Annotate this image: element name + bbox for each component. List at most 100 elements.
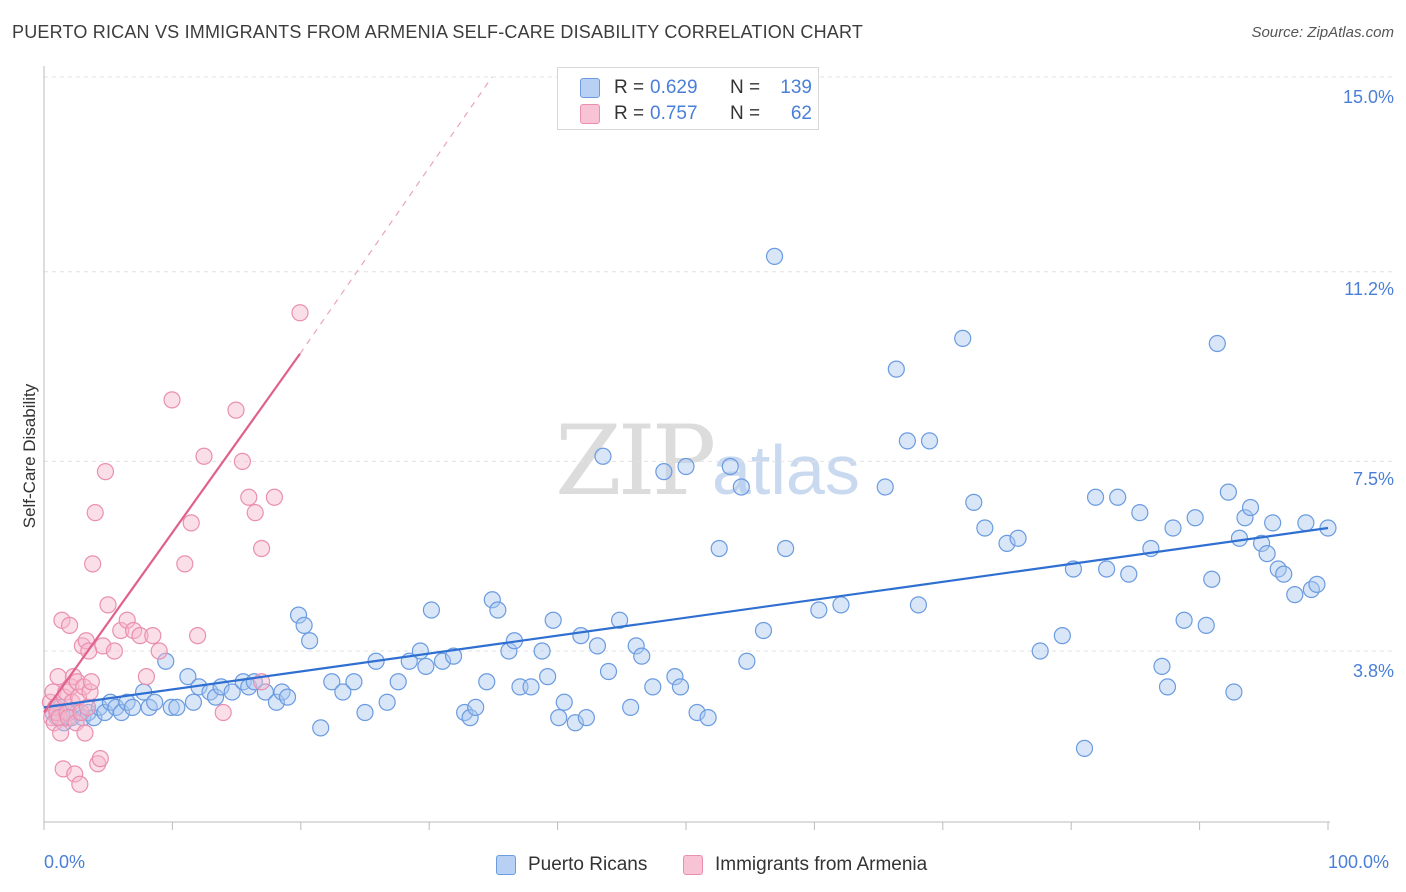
armenia-trend-extension xyxy=(299,76,493,355)
puerto-rican-point-58 xyxy=(483,591,501,609)
x-tick-label-max: 100.0% xyxy=(1328,852,1390,872)
n-label: N = xyxy=(730,77,761,98)
puerto-rican-point-37 xyxy=(289,606,308,624)
puerto-rican-point-75 xyxy=(610,611,629,629)
n-value: 62 xyxy=(790,103,812,124)
r-value: 0.629 xyxy=(650,77,698,98)
puerto-rican-point-100 xyxy=(954,329,972,347)
armenia-point-41 xyxy=(112,621,130,640)
puerto-rican-point-113 xyxy=(1131,504,1149,522)
y-tick-label-11-2: 11.2% xyxy=(1344,279,1394,299)
y-tick-label-7-5: 7.5% xyxy=(1352,469,1394,489)
puerto-rican-point-64 xyxy=(533,642,551,660)
armenia-point-40 xyxy=(105,642,124,660)
puerto-rican-point-57 xyxy=(478,673,496,691)
puerto-rican-point-19 xyxy=(146,693,164,711)
puerto-rican-point-33 xyxy=(256,683,274,701)
armenia-point-52 xyxy=(195,447,213,465)
puerto-rican-point-89 xyxy=(738,652,756,670)
puerto-rican-point-34 xyxy=(267,693,286,711)
puerto-rican-point-124 xyxy=(1225,683,1243,701)
armenia-point-57 xyxy=(253,539,271,558)
puerto-rican-point-70 xyxy=(572,627,590,645)
puerto-rican-point-16 xyxy=(123,698,142,716)
armenia-point-34 xyxy=(86,504,104,522)
puerto-rican-point-88 xyxy=(732,478,750,496)
puerto-rican-point-129 xyxy=(1258,545,1276,563)
correlation-legend: R = 0.629 N = 139 R = 0.757 N = 62 xyxy=(557,67,819,130)
puerto-rican-point-127 xyxy=(1241,498,1260,517)
puerto-rican-point-92 xyxy=(777,539,795,558)
y-tick-label-3-8: 3.8% xyxy=(1352,661,1394,681)
armenia-point-27 xyxy=(76,724,94,742)
puerto-rican-point-9 xyxy=(85,709,103,727)
puerto-rican-point-125 xyxy=(1230,529,1249,547)
puerto-rican-point-40 xyxy=(312,719,330,737)
armenia-point-33 xyxy=(84,555,102,573)
puerto-rican-point-86 xyxy=(710,539,728,558)
armenia-point-61 xyxy=(214,703,232,722)
puerto-rican-point-46 xyxy=(378,693,396,711)
puerto-rican-point-72 xyxy=(588,637,607,655)
legend-row-puerto-ricans: R = 0.629 N = 139 xyxy=(580,76,812,100)
puerto-rican-point-83 xyxy=(677,457,695,476)
puerto-rican-point-39 xyxy=(301,632,319,650)
puerto-rican-point-94 xyxy=(832,596,850,614)
pink-swatch xyxy=(580,104,600,124)
puerto-rican-point-110 xyxy=(1098,560,1116,578)
armenia-point-8 xyxy=(52,724,70,742)
armenia-point-48 xyxy=(163,391,181,409)
armenia-point-19 xyxy=(66,765,84,783)
puerto-rican-point-93 xyxy=(810,601,828,619)
puerto-rican-point-21 xyxy=(162,698,180,716)
puerto-rican-point-112 xyxy=(1120,565,1138,583)
puerto-rican-point-123 xyxy=(1219,483,1237,501)
puerto-rican-point-98 xyxy=(909,596,928,614)
puerto-rican-point-11 xyxy=(96,703,114,722)
puerto-rican-point-38 xyxy=(295,616,313,634)
pink-swatch xyxy=(683,855,703,875)
puerto-rican-point-29 xyxy=(223,683,241,701)
armenia-point-39 xyxy=(99,596,117,614)
puerto-rican-point-41 xyxy=(323,673,341,691)
armenia-point-36 xyxy=(91,750,109,768)
n-label: N = xyxy=(730,103,761,124)
legend-label: Immigrants from Armenia xyxy=(715,854,928,875)
legend-label: Puerto Ricans xyxy=(528,854,648,875)
puerto-rican-point-23 xyxy=(179,668,197,686)
puerto-rican-point-108 xyxy=(1075,739,1094,757)
puerto-rican-point-128 xyxy=(1252,534,1271,552)
armenia-point-53 xyxy=(227,401,245,419)
puerto-rican-point-53 xyxy=(444,647,463,665)
armenia-point-47 xyxy=(150,642,168,660)
puerto-rican-point-76 xyxy=(622,698,640,716)
armenia-point-45 xyxy=(137,668,155,686)
puerto-rican-point-87 xyxy=(721,457,739,476)
puerto-rican-point-79 xyxy=(644,678,662,696)
legend-item-puerto-ricans: Puerto Ricans xyxy=(496,852,647,878)
puerto-rican-point-134 xyxy=(1297,514,1315,532)
puerto-rican-point-132 xyxy=(1275,565,1293,583)
armenia-point-55 xyxy=(240,488,258,506)
puerto-rican-point-59 xyxy=(489,601,507,619)
r-label: R = xyxy=(614,77,645,98)
puerto-rican-point-74 xyxy=(599,662,618,681)
armenia-point-51 xyxy=(189,627,207,645)
puerto-rican-point-109 xyxy=(1086,488,1105,506)
armenia-point-32 xyxy=(82,673,100,691)
puerto-rican-point-77 xyxy=(627,637,645,655)
puerto-rican-point-101 xyxy=(965,493,983,511)
puerto-rican-point-85 xyxy=(699,709,717,727)
puerto-rican-point-118 xyxy=(1175,611,1193,629)
puerto-rican-point-121 xyxy=(1203,570,1221,588)
chart-title: PUERTO RICAN VS IMMIGRANTS FROM ARMENIA … xyxy=(12,22,864,42)
puerto-rican-point-20 xyxy=(157,652,175,670)
puerto-rican-point-50 xyxy=(417,657,435,675)
armenia-point-56 xyxy=(246,504,264,522)
puerto-rican-point-78 xyxy=(633,647,651,665)
armenia-point-46 xyxy=(144,627,162,645)
source-label: Source: ZipAtlas.com xyxy=(1251,24,1394,41)
puerto-rican-point-36 xyxy=(278,688,297,706)
puerto-rican-point-105 xyxy=(1031,642,1049,660)
